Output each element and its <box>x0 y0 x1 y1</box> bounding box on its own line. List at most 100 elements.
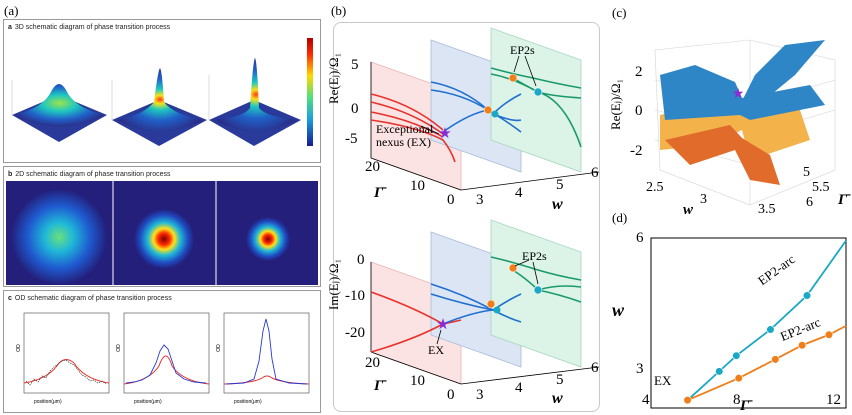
d-xlabel: Γ̄ <box>740 398 750 414</box>
panel-d-label: (d) <box>612 210 628 225</box>
od-ylabel-1: OD <box>15 344 22 352</box>
c-gtick-1: 5 <box>803 165 810 180</box>
cloud-2 <box>134 209 194 269</box>
b-top-wtick-3: 5 <box>556 177 564 193</box>
b-bot-gamma-label: Γ̄ <box>374 378 384 394</box>
c-gtick-3: 6 <box>806 195 813 210</box>
cloud-1 <box>11 189 107 285</box>
panel-a-label: (a) <box>4 3 19 18</box>
d-xtick-1: 4 <box>642 392 650 408</box>
b-top-wtick-2: 4 <box>515 185 523 201</box>
b-bot-w-label: w <box>552 390 563 407</box>
c-ztick-3: -2 <box>630 143 643 159</box>
density-2d-images <box>6 181 318 285</box>
c-wtick-3: 3.5 <box>758 202 776 217</box>
od-plot-3 <box>223 312 310 394</box>
d-series-1-point-4 <box>766 325 775 334</box>
svg-text:★: ★ <box>436 317 449 333</box>
panel-a-od-box: c OD schematic diagram of phase transitio… <box>3 290 321 413</box>
b-top-planes <box>370 27 582 191</box>
b-bot-ylabel: Im(Eⱼ)/Ω₁ <box>326 258 341 310</box>
d-ylabel: w <box>612 300 625 320</box>
d-series-1-point-3 <box>732 351 741 360</box>
d-series-1-point-5 <box>802 291 812 300</box>
b-top-ylabel: Re(Eⱼ)/Ω₁ <box>326 52 341 104</box>
b-bot-gtick-3: 0 <box>447 387 455 403</box>
colorbar <box>307 38 313 146</box>
b-top-gamma-label: Γ̄ <box>374 185 384 201</box>
b-top-ytick-2: 0 <box>351 101 359 117</box>
c-ztick-1: 2 <box>635 64 643 80</box>
c-ztick-2: 0 <box>635 103 643 119</box>
b-bot-markers: ★ <box>436 263 543 333</box>
b-bot-wtick-4: 6 <box>591 360 599 376</box>
d-series-2-point-2 <box>734 374 743 383</box>
c-wtick-2: 3 <box>700 192 707 207</box>
b-bot-ytick-3: -20 <box>345 325 365 341</box>
b-top-gtick-3: 0 <box>447 192 455 208</box>
d-xtick-2: 8 <box>733 392 741 408</box>
b-top-w-label: w <box>552 196 563 213</box>
d-ytick-2: 3 <box>636 361 644 377</box>
panel-b-label: (b) <box>331 3 347 18</box>
b-bot-ytick-2: -10 <box>345 288 365 304</box>
d-series-line-1 <box>686 240 847 401</box>
d-series-line-2 <box>687 325 847 401</box>
c-surface-blue <box>660 65 825 120</box>
density-3d-plots <box>11 38 313 146</box>
panel-b-diagram: ★ ★ <box>370 27 600 385</box>
c-gtick-2: 5.5 <box>812 180 830 195</box>
c-wtick-1: 2.5 <box>646 180 664 195</box>
c-surface-blue-wing <box>740 40 825 112</box>
d-ytick-1: 6 <box>636 230 644 246</box>
b-bot-ex-label: EX <box>428 343 444 357</box>
b-bot-ytick-1: 0 <box>357 252 365 268</box>
panel-a-3d-box: a 3D schematic diagram of phase transitio… <box>3 19 321 163</box>
b-bot-wtick-2: 4 <box>515 380 523 396</box>
b-top-ytick-1: 5 <box>351 57 359 73</box>
panel-c-surface: ★ <box>654 39 836 206</box>
d-series-2-point-4 <box>798 341 807 350</box>
d-series-2-point-1 <box>683 396 692 405</box>
c-ylabel: Re(Eⱼ)/Ω₁ <box>608 78 623 130</box>
d-xtick-3: 12 <box>826 392 841 408</box>
d-series-1-point-2 <box>715 367 724 376</box>
od-plot-1 <box>23 312 110 394</box>
b-bot-wtick-3: 5 <box>556 372 564 388</box>
subpanel-a-title: a 3D schematic diagram of phase transitio… <box>8 24 171 31</box>
b-bot-blue-curves <box>430 283 522 325</box>
b-bot-gtick-2: 10 <box>410 373 425 389</box>
b-top-red-curves <box>370 93 456 163</box>
od-xlabel-2: position(μm) <box>134 399 162 405</box>
od-xlabel-1: position(μm) <box>34 399 62 405</box>
c-w-label: w <box>683 202 694 218</box>
b-top-gtick-2: 10 <box>410 178 425 194</box>
3d-plot-3 <box>208 58 301 146</box>
3d-plot-2 <box>111 68 207 146</box>
od-xlabel-3: position(μm) <box>234 399 262 405</box>
subpanel-b-title: b 2D schematic diagram of phase transitio… <box>8 171 171 178</box>
3d-plot-1 <box>11 80 107 142</box>
b-bot-gtick-1: 20 <box>365 355 380 371</box>
b-top-gtick-1: 20 <box>365 159 380 175</box>
panel-a-2d-box: b 2D schematic diagram of phase transitio… <box>3 166 321 287</box>
d-plot-frame <box>650 237 847 409</box>
b-bot-ep-label: EP2s <box>522 249 547 263</box>
svg-text:★: ★ <box>438 126 451 142</box>
b-top-markers: ★ <box>438 73 543 142</box>
panel-d-chart <box>650 237 847 409</box>
c-surface-orange-lower <box>665 125 780 185</box>
cloud-3 <box>246 217 290 261</box>
c-ex-star: ★ <box>732 87 745 102</box>
c-gamma-label: Γ̄ <box>838 192 848 208</box>
b-top-ex-label: Exceptional nexus (EX) <box>376 122 434 149</box>
od-plot-2 <box>123 312 210 394</box>
b-top-wtick-1: 3 <box>476 192 484 208</box>
b-top-ytick-3: -5 <box>345 131 358 147</box>
d-series-2-point-5 <box>824 330 834 339</box>
subpanel-c-title: c OD schematic diagram of phase transitio… <box>8 295 172 302</box>
d-ex-label: EX <box>654 373 672 388</box>
b-top-ep-label: EP2s <box>510 43 535 57</box>
od-profile-plots <box>23 312 310 394</box>
b-bot-wtick-1: 3 <box>476 387 484 403</box>
